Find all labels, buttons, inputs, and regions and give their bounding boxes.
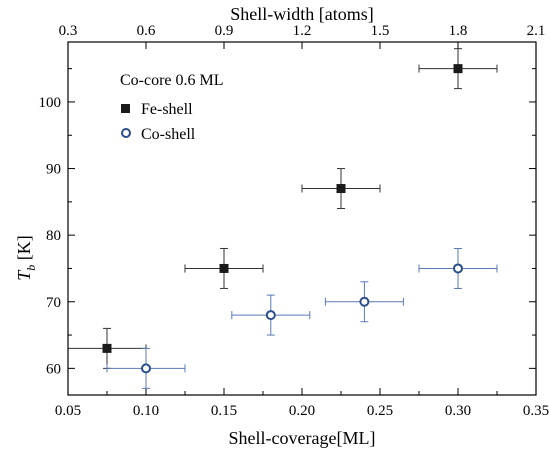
data-point-square [336, 184, 346, 194]
x2-tick-label: 0.6 [137, 23, 156, 39]
x-tick-label: 0.25 [367, 403, 393, 419]
data-point-square [453, 64, 463, 74]
data-point-circle [359, 296, 370, 307]
legend-label-fe: Fe-shell [141, 101, 193, 118]
x2-tick-label: 0.9 [215, 23, 234, 39]
data-point-circle [141, 363, 151, 374]
y-tick-label: 100 [39, 95, 62, 111]
y-tick-label: 90 [46, 162, 61, 178]
data-point-circle [453, 263, 463, 274]
x2-tick-label: 2.1 [527, 23, 546, 39]
x2-tick-label: 1.8 [449, 23, 468, 39]
series-fe-shell [67, 48, 498, 369]
x-tick-label: 0.10 [133, 403, 159, 419]
svg-text:Tb [K]: Tb [K] [14, 235, 38, 281]
data-point-square [102, 343, 112, 353]
y-axis-label-main: T [14, 269, 34, 281]
series-co-shell [106, 247, 498, 389]
legend: Fe-shell Co-shell [121, 101, 196, 143]
y-axis-label: Tb [K] [14, 235, 38, 281]
annotation-text: Co-core 0.6 ML [120, 72, 224, 89]
x-tick-label: 0.05 [55, 403, 81, 419]
x-tick-label: 0.30 [445, 403, 471, 419]
x-tick-label: 0.35 [523, 403, 549, 419]
y-tick-label: 80 [46, 228, 61, 244]
x2-tick-label: 1.5 [371, 23, 390, 39]
x-axis-label: Shell-coverage[ML] [229, 428, 376, 448]
y-tick-label: 70 [46, 295, 61, 311]
x2-tick-label: 0.3 [59, 23, 78, 39]
ticks-group: 0.05 0.10 0.15 0.20 0.25 0.30 0.35 0.3 0.6 0.9 1.2… [39, 23, 550, 419]
series-group [67, 48, 498, 389]
x2-axis-label: Shell-width [atoms] [230, 4, 373, 24]
data-point-square [219, 263, 229, 273]
y-tick-label: 60 [46, 361, 61, 377]
x-tick-label: 0.15 [211, 403, 237, 419]
y-axis-label-unit: [K] [14, 235, 34, 265]
plot-frame [67, 41, 537, 396]
legend-label-co: Co-shell [141, 126, 196, 143]
x-tick-label: 0.20 [289, 403, 315, 419]
y-axis-label-sub: b [24, 265, 38, 271]
legend-marker-co [121, 128, 131, 138]
legend-marker-fe [121, 104, 130, 113]
data-point-circle [265, 310, 276, 321]
x2-tick-label: 1.2 [293, 23, 312, 39]
